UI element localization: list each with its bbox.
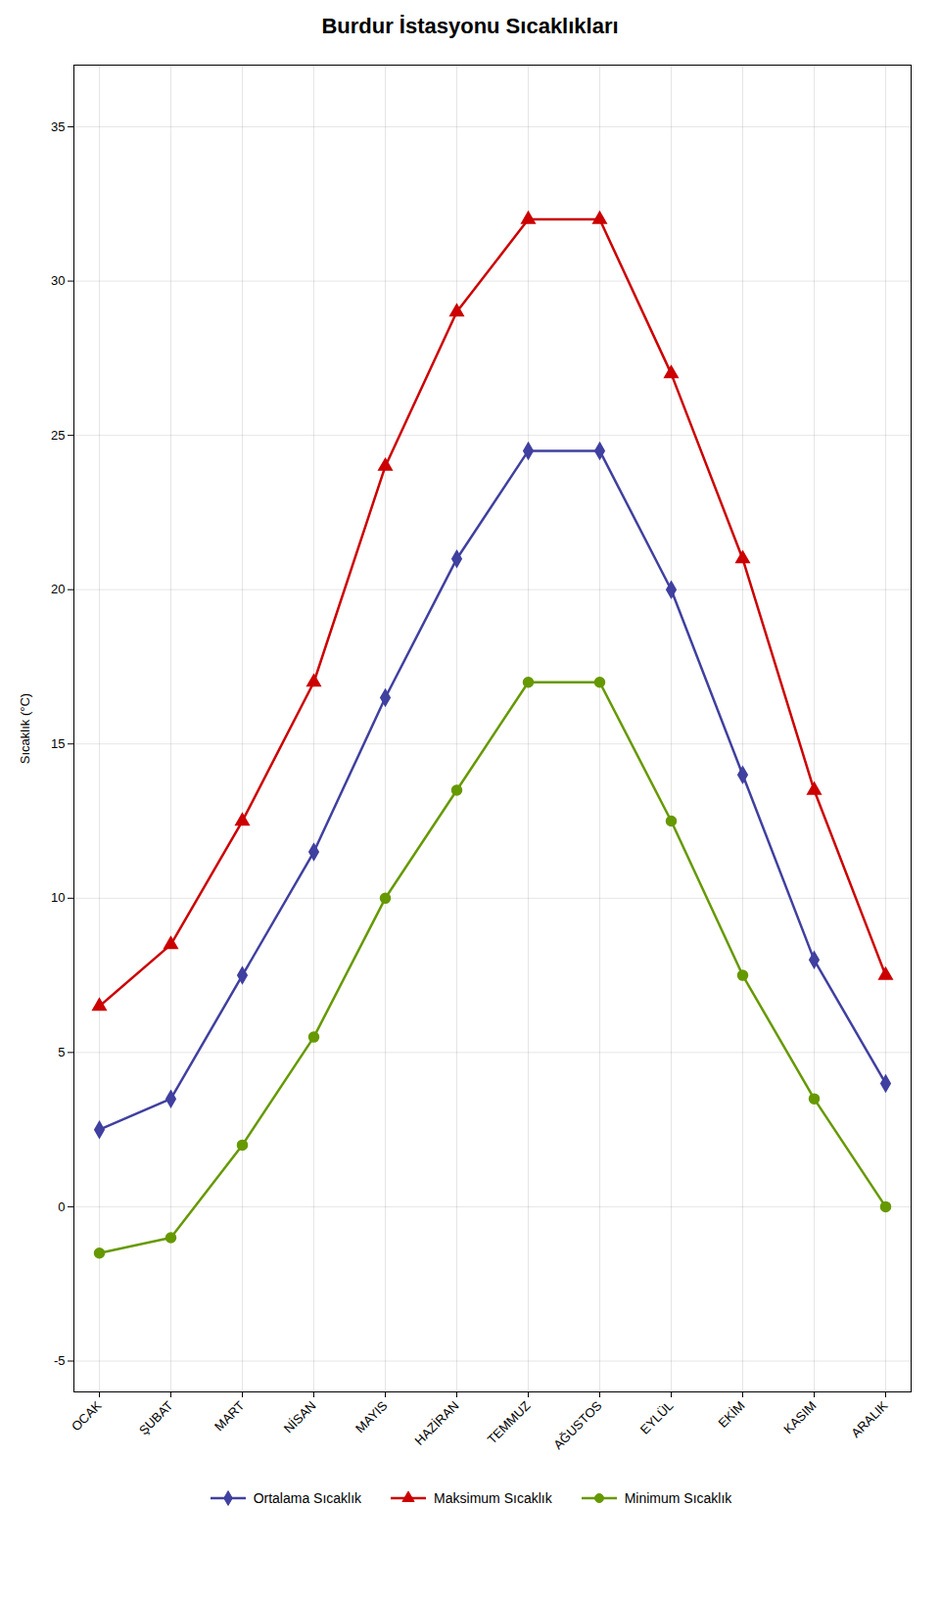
- svg-text:HAZİRAN: HAZİRAN: [412, 1398, 463, 1449]
- svg-text:20: 20: [50, 581, 65, 597]
- svg-text:35: 35: [50, 119, 65, 135]
- svg-text:MART: MART: [211, 1398, 248, 1435]
- svg-text:EYLÜL: EYLÜL: [637, 1398, 677, 1438]
- html-text:Ortalama Sıcaklık: Ortalama Sıcaklık: [253, 1490, 362, 1506]
- svg-text:OCAK: OCAK: [68, 1398, 105, 1435]
- svg-text:30: 30: [50, 273, 65, 288]
- svg-text:5: 5: [57, 1044, 65, 1060]
- svg-text:10: 10: [50, 890, 65, 905]
- html-text:Burdur İstasyonu Sıcaklıkları: Burdur İstasyonu Sıcaklıkları: [321, 13, 619, 39]
- svg-text:-5: -5: [53, 1353, 66, 1368]
- svg-text:15: 15: [50, 736, 65, 752]
- html-text:Minimum Sıcaklık: Minimum Sıcaklık: [624, 1490, 732, 1506]
- svg-text:KASIM: KASIM: [780, 1398, 819, 1437]
- svg-text:ARALIK: ARALIK: [847, 1398, 892, 1442]
- svg-text:ŞUBAT: ŞUBAT: [136, 1398, 177, 1439]
- svg-text:Sıcaklık (°C): Sıcaklık (°C): [17, 693, 33, 764]
- svg-text:0: 0: [57, 1199, 65, 1215]
- svg-text:AĞUSTOS: AĞUSTOS: [550, 1398, 606, 1454]
- svg-text:EKİM: EKİM: [714, 1398, 748, 1431]
- svg-text:NİSAN: NİSAN: [281, 1398, 320, 1437]
- svg-text:TEMMUZ: TEMMUZ: [484, 1398, 534, 1448]
- svg-text:25: 25: [50, 427, 65, 443]
- html-text:Maksimum Sıcaklık: Maksimum Sıcaklık: [433, 1490, 552, 1506]
- svg-text:MAYIS: MAYIS: [352, 1398, 391, 1437]
